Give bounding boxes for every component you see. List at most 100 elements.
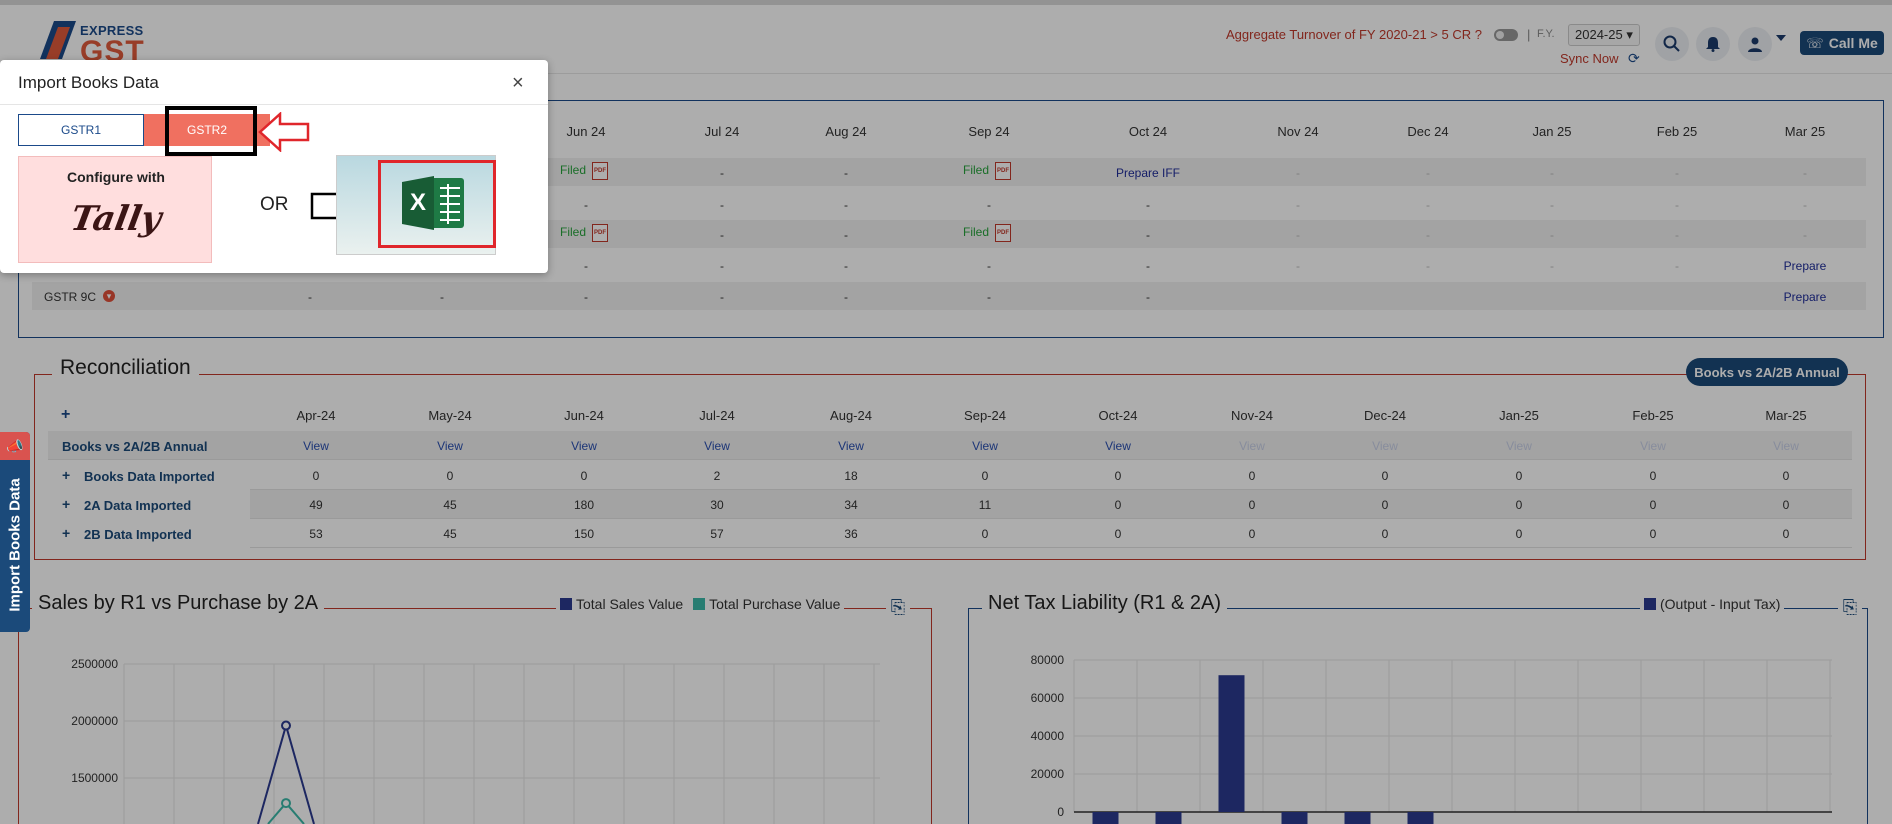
y-tick-label: 20000: [1031, 767, 1065, 781]
excel-icon[interactable]: X: [400, 174, 466, 232]
expand-row-plus[interactable]: +: [62, 525, 71, 541]
filing-cell-text: -: [720, 259, 724, 273]
reconciliation-row-label[interactable]: Books Data Imported: [84, 469, 215, 484]
filing-cell-text: -: [1296, 198, 1300, 212]
filing-cell-text: -: [1550, 259, 1554, 273]
header-separator: |: [1527, 27, 1531, 42]
bell-icon[interactable]: [1696, 27, 1730, 61]
reconciliation-value: 0: [1782, 469, 1790, 483]
filing-cell-text: -: [1803, 198, 1807, 212]
view-link[interactable]: View: [704, 439, 730, 453]
reconciliation-value: 0: [981, 527, 989, 541]
info-icon[interactable]: ▾: [103, 290, 115, 302]
sales-purchase-chart-title: Sales by R1 vs Purchase by 2A: [32, 592, 325, 615]
filing-cell-text: -: [1675, 259, 1679, 273]
reconciliation-value: 0: [1782, 498, 1790, 512]
filing-cell: -: [1426, 198, 1430, 212]
filing-cell-text: -: [844, 198, 848, 212]
filing-cell: -: [440, 290, 444, 304]
reconciliation-row-label[interactable]: 2A Data Imported: [84, 498, 192, 513]
configure-tally-card[interactable]: Configure with Tally: [18, 156, 212, 263]
filing-cell: -: [584, 259, 588, 273]
phone-icon: ☏: [1806, 34, 1824, 51]
legend-sales-label[interactable]: Total Sales Value: [576, 596, 684, 612]
reconciliation-row: [48, 519, 1852, 548]
pdf-download-icon[interactable]: PDF: [592, 224, 609, 242]
prepare-link[interactable]: Prepare: [1784, 290, 1827, 304]
expand-row-plus[interactable]: +: [62, 467, 71, 483]
refresh-icon[interactable]: ⟳: [1628, 50, 1640, 66]
view-link[interactable]: View: [838, 439, 864, 453]
view-link[interactable]: View: [303, 439, 329, 453]
reconciliation-value: 34: [844, 498, 858, 512]
view-link[interactable]: View: [1105, 439, 1131, 453]
user-icon[interactable]: [1738, 27, 1772, 61]
view-link[interactable]: View: [571, 439, 597, 453]
filing-cell: -: [720, 166, 724, 180]
purchase-data-point: [281, 798, 291, 809]
search-icon[interactable]: [1655, 27, 1689, 61]
reconciliation-value: 0: [1782, 527, 1790, 541]
row-label-cell: [48, 519, 250, 548]
pdf-download-icon[interactable]: PDF: [995, 224, 1012, 242]
y-tick-label: 0: [1057, 805, 1064, 819]
legend-net-tax-label[interactable]: (Output - Input Tax): [1660, 596, 1781, 612]
filing-cell: -: [1296, 259, 1300, 273]
legend-swatch-net-tax: [1644, 598, 1656, 610]
reconciliation-row-label[interactable]: 2B Data Imported: [84, 527, 192, 542]
filing-cell: -: [1146, 198, 1150, 212]
filing-cell: -: [720, 198, 724, 212]
tab-gstr1[interactable]: GSTR1: [18, 114, 144, 146]
y-tick-label: 2500000: [71, 657, 118, 671]
legend-purchase-label[interactable]: Total Purchase Value: [709, 596, 841, 612]
filing-cell-text: -: [844, 166, 848, 180]
reconciliation-month-header: Aug-24: [830, 408, 872, 423]
fy-label: F.Y.: [1537, 28, 1555, 40]
reconciliation-value: 2: [713, 469, 721, 483]
chevron-down-icon[interactable]: [1776, 35, 1786, 41]
filing-month-header: Jul 24: [704, 124, 740, 139]
view-link[interactable]: View: [437, 439, 463, 453]
filing-cell-text: -: [1296, 228, 1300, 242]
expand-all-plus[interactable]: +: [61, 406, 71, 423]
reconciliation-value: 0: [1381, 527, 1389, 541]
legend-swatch-purchase: [693, 598, 706, 610]
filing-cell: -: [844, 228, 848, 242]
expand-row-plus[interactable]: +: [62, 496, 71, 512]
reconciliation-month-header: Jul-24: [699, 408, 735, 423]
export-icon[interactable]: ⎘: [1838, 596, 1862, 620]
filing-cell-text: -: [1803, 228, 1807, 242]
export-icon[interactable]: ⎘: [886, 596, 910, 620]
pdf-download-icon[interactable]: PDF: [592, 162, 609, 180]
reconciliation-month-header: Nov-24: [1231, 408, 1273, 423]
net-tax-bar: [1155, 812, 1182, 824]
import-books-side-label[interactable]: Import Books Data: [6, 478, 24, 612]
filing-cell: -: [1675, 228, 1679, 242]
fy-select[interactable]: 2024-25 ▾: [1568, 24, 1640, 46]
filing-cell-text: -: [844, 290, 848, 304]
books-vs-2a2b-annual-button[interactable]: Books vs 2A/2B Annual: [1686, 358, 1848, 386]
filing-cell: -: [1296, 228, 1300, 242]
sync-now-link[interactable]: Sync Now: [1560, 51, 1619, 66]
prepare-link[interactable]: Prepare: [1784, 259, 1827, 273]
import-books-side-tab[interactable]: [0, 432, 30, 632]
pdf-download-icon[interactable]: PDF: [995, 162, 1012, 180]
fy-select-value: 2024-25: [1575, 27, 1623, 42]
filing-cell: -: [1675, 166, 1679, 180]
filing-cell-text: -: [1146, 259, 1150, 273]
row-label-cell: [48, 490, 250, 519]
filing-cell-text: -: [584, 259, 588, 273]
filing-cell: -: [987, 259, 991, 273]
close-icon[interactable]: ×: [512, 72, 524, 94]
reconciliation-value: 0: [312, 469, 320, 483]
filing-cell-text: -: [1426, 228, 1430, 242]
view-link[interactable]: View: [972, 439, 998, 453]
call-me-button[interactable]: ☏ Call Me: [1800, 31, 1884, 55]
row-label-cell: [48, 461, 250, 490]
filing-cell: -: [584, 198, 588, 212]
turnover-toggle[interactable]: [1494, 29, 1518, 41]
logo-mark-icon: [40, 21, 76, 59]
reconciliation-month-header: Apr-24: [296, 408, 336, 423]
prepare-link[interactable]: Prepare IFF: [1116, 166, 1180, 180]
net-tax-bar: [1092, 812, 1119, 824]
